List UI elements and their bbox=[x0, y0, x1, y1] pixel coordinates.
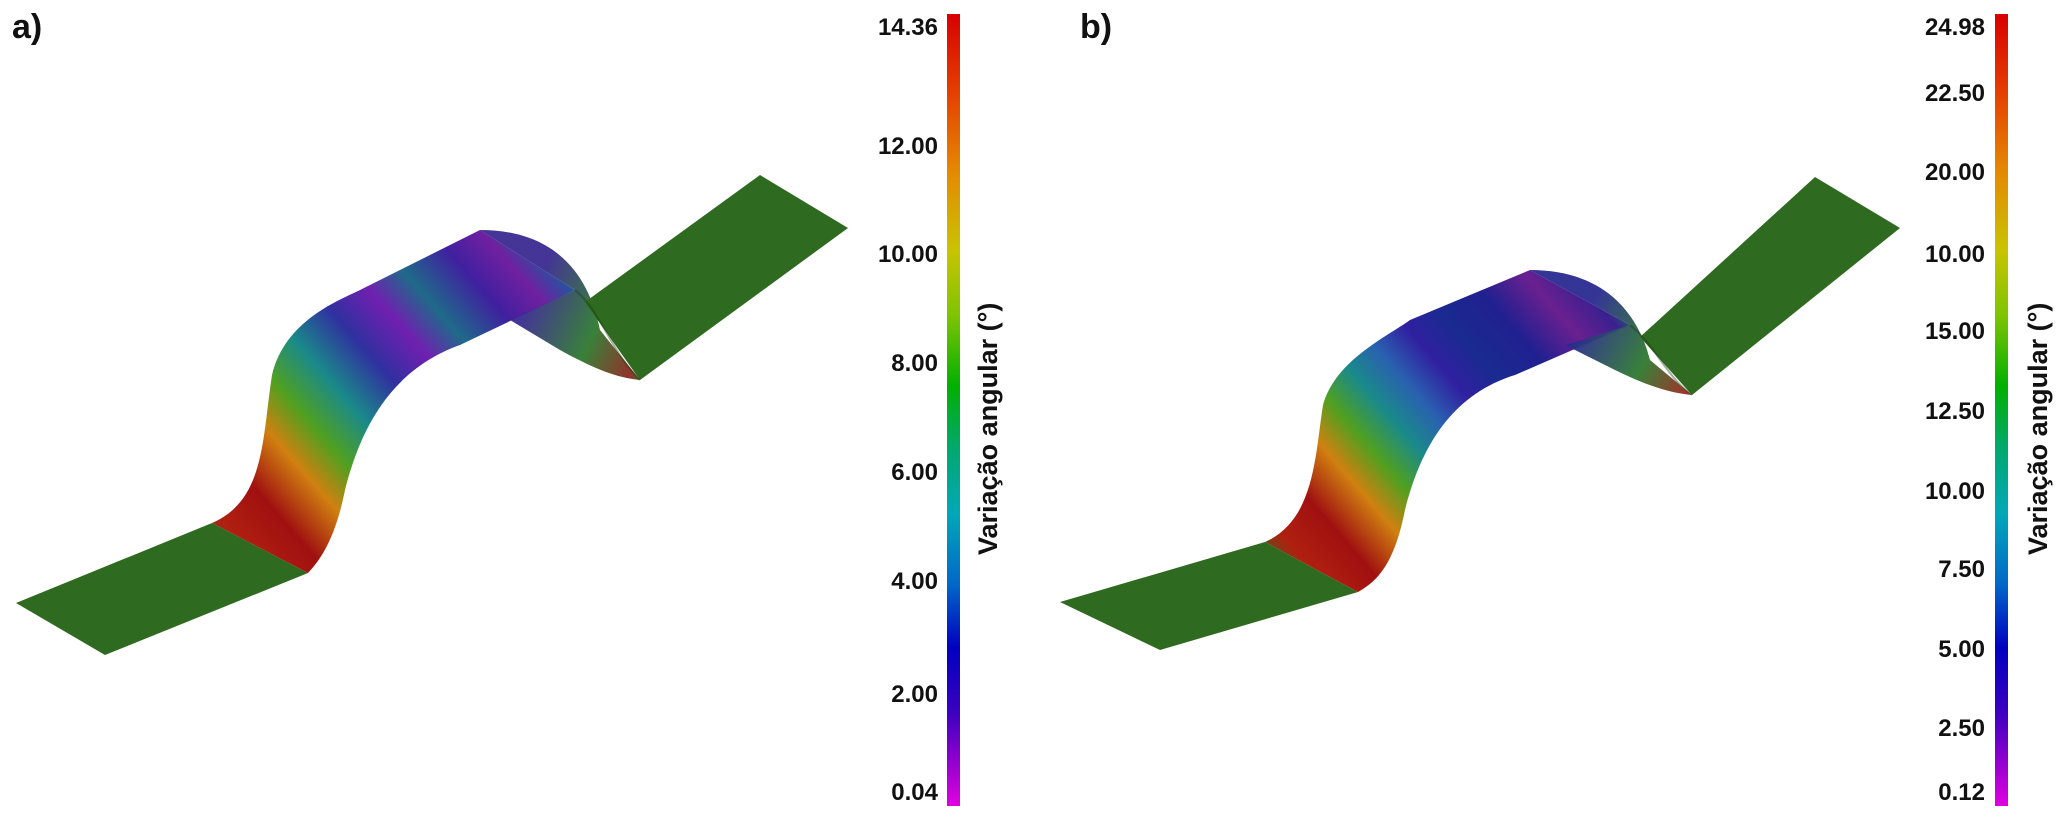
colorbar-tick: 4.00 bbox=[891, 568, 938, 595]
colorbar-tick: 10.00 bbox=[1924, 478, 1985, 505]
panel-label: b) bbox=[1080, 8, 1113, 46]
right-flat-region bbox=[585, 175, 848, 380]
panel-label: a) bbox=[12, 8, 43, 46]
panel-b: b) bbox=[1060, 0, 2070, 821]
colorbar-tick: 10.00 bbox=[877, 241, 938, 268]
deformed-sheet-render bbox=[16, 175, 848, 655]
colorbar-tick: 0.12 bbox=[1938, 779, 1985, 806]
colorbar-tick: 2.50 bbox=[1938, 715, 1985, 742]
second-bend bbox=[1530, 270, 1692, 395]
colorbar-tick: 7.50 bbox=[1938, 556, 1985, 583]
colorbar-tick: 12.50 bbox=[1924, 398, 1985, 425]
colorbar-tick: 6.00 bbox=[891, 459, 938, 486]
curved-region bbox=[212, 230, 575, 573]
colorbar-tick: 20.00 bbox=[1924, 159, 1985, 186]
colorbar-tick: 24.98 bbox=[1924, 14, 1985, 41]
colorbar-tick: 0.04 bbox=[891, 779, 938, 806]
panel-a: a) bbox=[0, 0, 1030, 821]
colorbar-tick: 22.50 bbox=[1924, 80, 1985, 107]
colorbar-tick: 15.00 bbox=[1924, 318, 1985, 345]
colorbar-tick: 2.00 bbox=[891, 681, 938, 708]
deformed-sheet-render bbox=[1060, 177, 1900, 650]
colorbar-title: Variação angular (°) bbox=[2023, 302, 2053, 555]
right-flat-region bbox=[1640, 177, 1900, 395]
colorbar bbox=[1995, 14, 2008, 806]
colorbar bbox=[947, 14, 960, 806]
colorbar-tick: 8.00 bbox=[891, 350, 938, 377]
colorbar-tick: 5.00 bbox=[1938, 636, 1985, 663]
colorbar-title: Variação angular (°) bbox=[973, 302, 1003, 555]
colorbar-tick: 10.00 bbox=[1924, 241, 1985, 268]
left-flat-region bbox=[16, 523, 308, 655]
left-flat-region bbox=[1060, 542, 1358, 650]
second-bend bbox=[480, 230, 640, 380]
colorbar-tick: 12.00 bbox=[877, 133, 938, 160]
curved-region bbox=[1265, 270, 1630, 592]
colorbar-tick: 14.36 bbox=[877, 14, 938, 41]
